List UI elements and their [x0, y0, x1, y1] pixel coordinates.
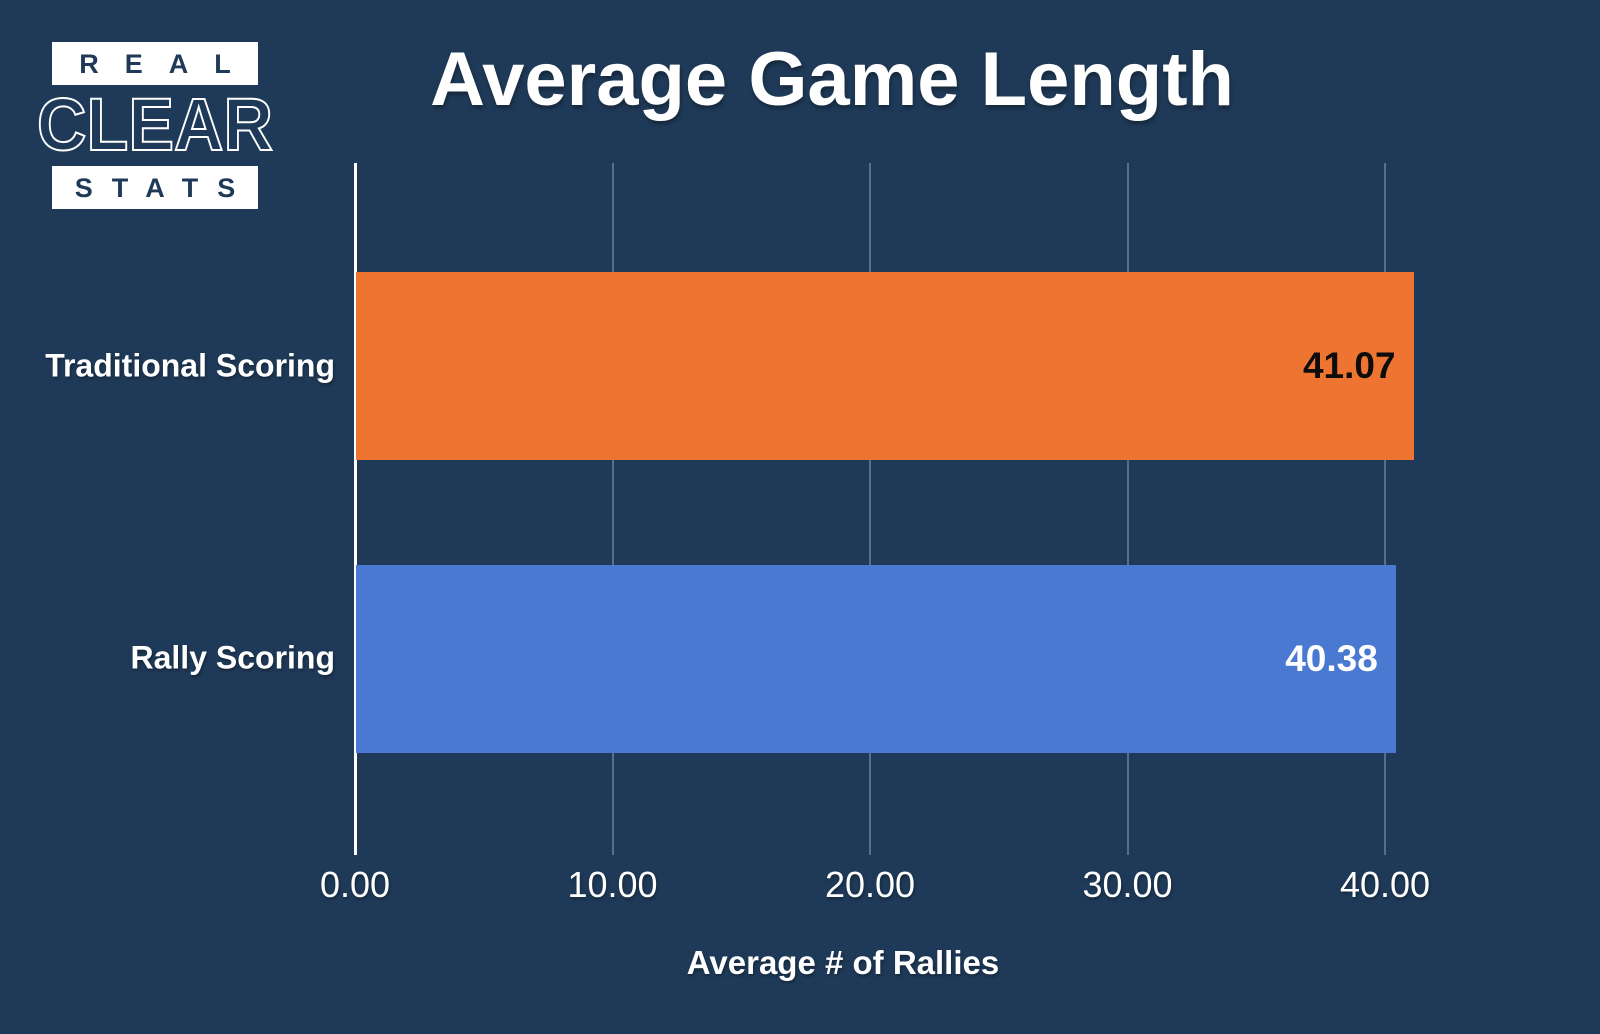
- x-tick-label-10: 10.00: [567, 864, 658, 905]
- gridline-40: [1384, 163, 1386, 855]
- bar-rally-scoring: 40.38: [356, 565, 1396, 753]
- bar-traditional-scoring: 41.07: [356, 272, 1414, 460]
- x-tick-label-40: 40.00: [1339, 864, 1431, 905]
- x-axis-title: Average # of Rallies: [686, 944, 1000, 981]
- logo-stats-text: STATS: [74, 173, 255, 203]
- gridline-10: [611, 163, 614, 855]
- gridline-20: [869, 163, 871, 855]
- x-tick-label-30: 30.00: [1082, 864, 1173, 905]
- plot-area: 41.07 40.38: [354, 163, 1465, 855]
- bar-value-label: 41.07: [1302, 345, 1396, 386]
- real-clear-stats-logo: REAL CLEAR STATS: [35, 42, 275, 209]
- logo-stats-box: STATS: [52, 166, 258, 209]
- x-tick-label-20: 20.00: [824, 864, 916, 905]
- bar-value-label: 40.38: [1285, 638, 1378, 679]
- category-label-rally-scoring: Rally Scoring: [130, 639, 336, 676]
- logo-real-text: REAL: [79, 49, 257, 79]
- y-axis-line: [354, 163, 357, 855]
- category-label-traditional-scoring: Traditional Scoring: [45, 347, 335, 384]
- x-tick-label-0: 0.00: [319, 864, 391, 905]
- logo-clear-text: CLEAR: [37, 86, 273, 166]
- gridline-30: [1126, 163, 1129, 855]
- chart-title: Average Game Length: [430, 37, 1234, 122]
- logo-clear-outline: CLEAR: [36, 86, 274, 166]
- logo-real-box: REAL: [52, 42, 258, 85]
